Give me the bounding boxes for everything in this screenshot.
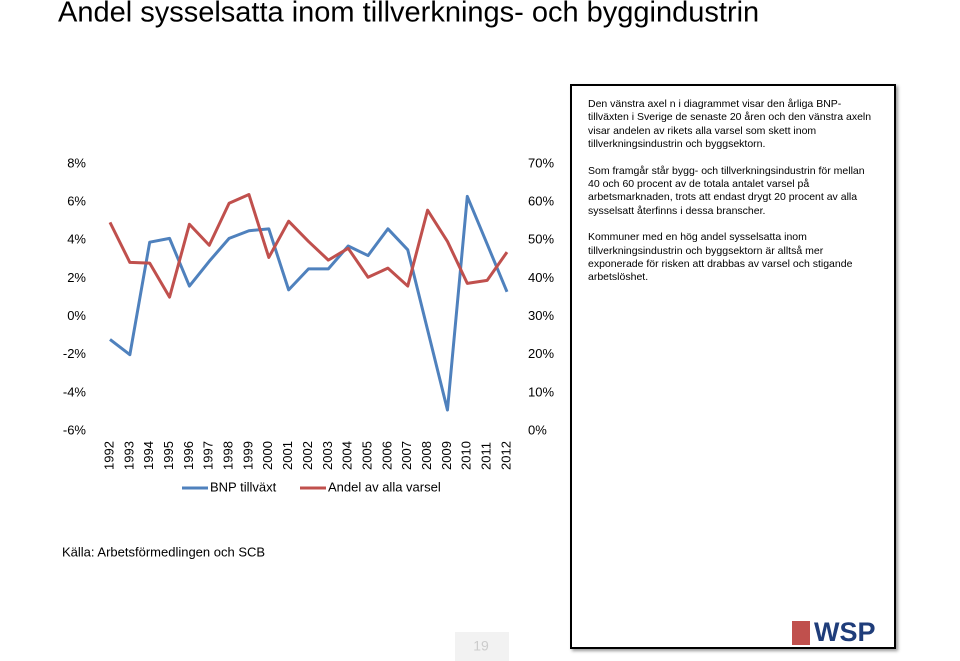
legend-label: Andel av alla varsel: [328, 479, 441, 494]
x-tick-label: 1994: [141, 441, 156, 470]
x-tick-label: 2006: [379, 441, 394, 470]
legend-label: BNP tillväxt: [210, 479, 277, 494]
series-line: [108, 193, 509, 299]
y2-tick-label: 60%: [528, 194, 554, 209]
y2-tick-label: 10%: [528, 384, 554, 399]
x-tick-label: 2001: [280, 441, 295, 470]
page-number: 19: [473, 638, 489, 654]
x-tick-label: 2009: [439, 441, 454, 470]
x-tick-label: 2011: [479, 442, 494, 470]
logo-mark: [792, 621, 810, 645]
y2-tick-label: 50%: [528, 232, 554, 247]
paragraph: Den vänstra axel n i diagrammet visar de…: [588, 98, 872, 151]
y-tick-label: 0%: [67, 308, 86, 323]
text-box: Den vänstra axel n i diagrammet visar de…: [570, 84, 896, 649]
y-tick-label: -6%: [63, 422, 87, 437]
paragraph: Som framgår står bygg- och tillverknings…: [588, 164, 865, 217]
logo-text: WSP: [814, 617, 876, 647]
y-tick-label: 8%: [67, 155, 86, 170]
x-tick-label: 2004: [340, 441, 355, 470]
page-number-box: [455, 632, 509, 661]
x-tick-label: 1995: [161, 441, 176, 470]
y2-tick-label: 20%: [528, 346, 554, 361]
y-tick-label: -2%: [63, 346, 87, 361]
x-tick-label: 2000: [260, 441, 275, 470]
x-tick-label: 1998: [221, 441, 236, 470]
source: Källa: Arbetsförmedlingen och SCB: [62, 544, 265, 559]
y-tick-label: -4%: [63, 384, 87, 399]
x-tick-label: 2010: [459, 441, 474, 470]
x-tick-label: 2003: [320, 441, 335, 470]
x-tick-label: 1993: [121, 441, 136, 470]
x-tick-label: 2012: [498, 441, 513, 470]
y2-tick-label: 30%: [528, 308, 554, 323]
slide-title: Andel sysselsatta inom tillverknings- oc…: [58, 0, 759, 29]
x-tick-label: 1996: [181, 441, 196, 470]
x-tick-label: 2008: [419, 441, 434, 470]
paragraph: Kommuner med en hög andel sysselsatta in…: [588, 231, 853, 284]
y2-tick-label: 40%: [528, 270, 554, 285]
x-tick-label: 1997: [201, 441, 216, 470]
x-tick-label: 2007: [399, 441, 414, 470]
x-tick-label: 2005: [359, 441, 374, 470]
x-tick-label: 1999: [240, 441, 255, 470]
y2-tick-label: 70%: [528, 155, 554, 170]
x-tick-label: 2002: [300, 441, 315, 470]
x-tick-label: 1992: [101, 441, 116, 470]
y2-tick-label: 0%: [528, 422, 547, 437]
y-tick-label: 6%: [67, 194, 86, 209]
y-tick-label: 2%: [67, 270, 86, 285]
logo: WSP: [792, 617, 876, 647]
y-tick-label: 4%: [67, 232, 86, 247]
series-line: [109, 194, 509, 412]
